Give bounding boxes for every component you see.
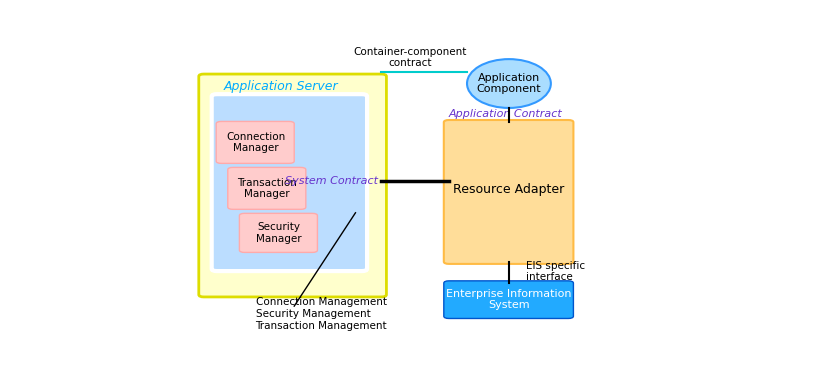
Text: Container-component
contract: Container-component contract: [354, 47, 467, 69]
Text: EIS specific
interface: EIS specific interface: [527, 261, 586, 282]
Text: Security
Manager: Security Manager: [256, 222, 301, 244]
FancyBboxPatch shape: [216, 122, 295, 163]
FancyBboxPatch shape: [199, 74, 386, 297]
Text: Connection
Manager: Connection Manager: [226, 132, 285, 153]
Text: Application Contract: Application Contract: [449, 109, 562, 119]
Text: Connection Management
Security Management
Transaction Management: Connection Management Security Managemen…: [255, 297, 387, 330]
FancyBboxPatch shape: [211, 94, 367, 271]
Text: Enterprise Information
System: Enterprise Information System: [446, 289, 572, 310]
Text: Application
Component: Application Component: [477, 73, 542, 94]
FancyBboxPatch shape: [443, 120, 573, 264]
Text: Resource Adapter: Resource Adapter: [453, 183, 565, 196]
Text: System Contract: System Contract: [285, 176, 378, 186]
FancyBboxPatch shape: [240, 213, 318, 253]
Text: Transaction
Manager: Transaction Manager: [237, 178, 297, 199]
Text: Application Server: Application Server: [223, 80, 338, 93]
Ellipse shape: [467, 59, 551, 108]
FancyBboxPatch shape: [443, 281, 573, 319]
FancyBboxPatch shape: [228, 167, 306, 209]
